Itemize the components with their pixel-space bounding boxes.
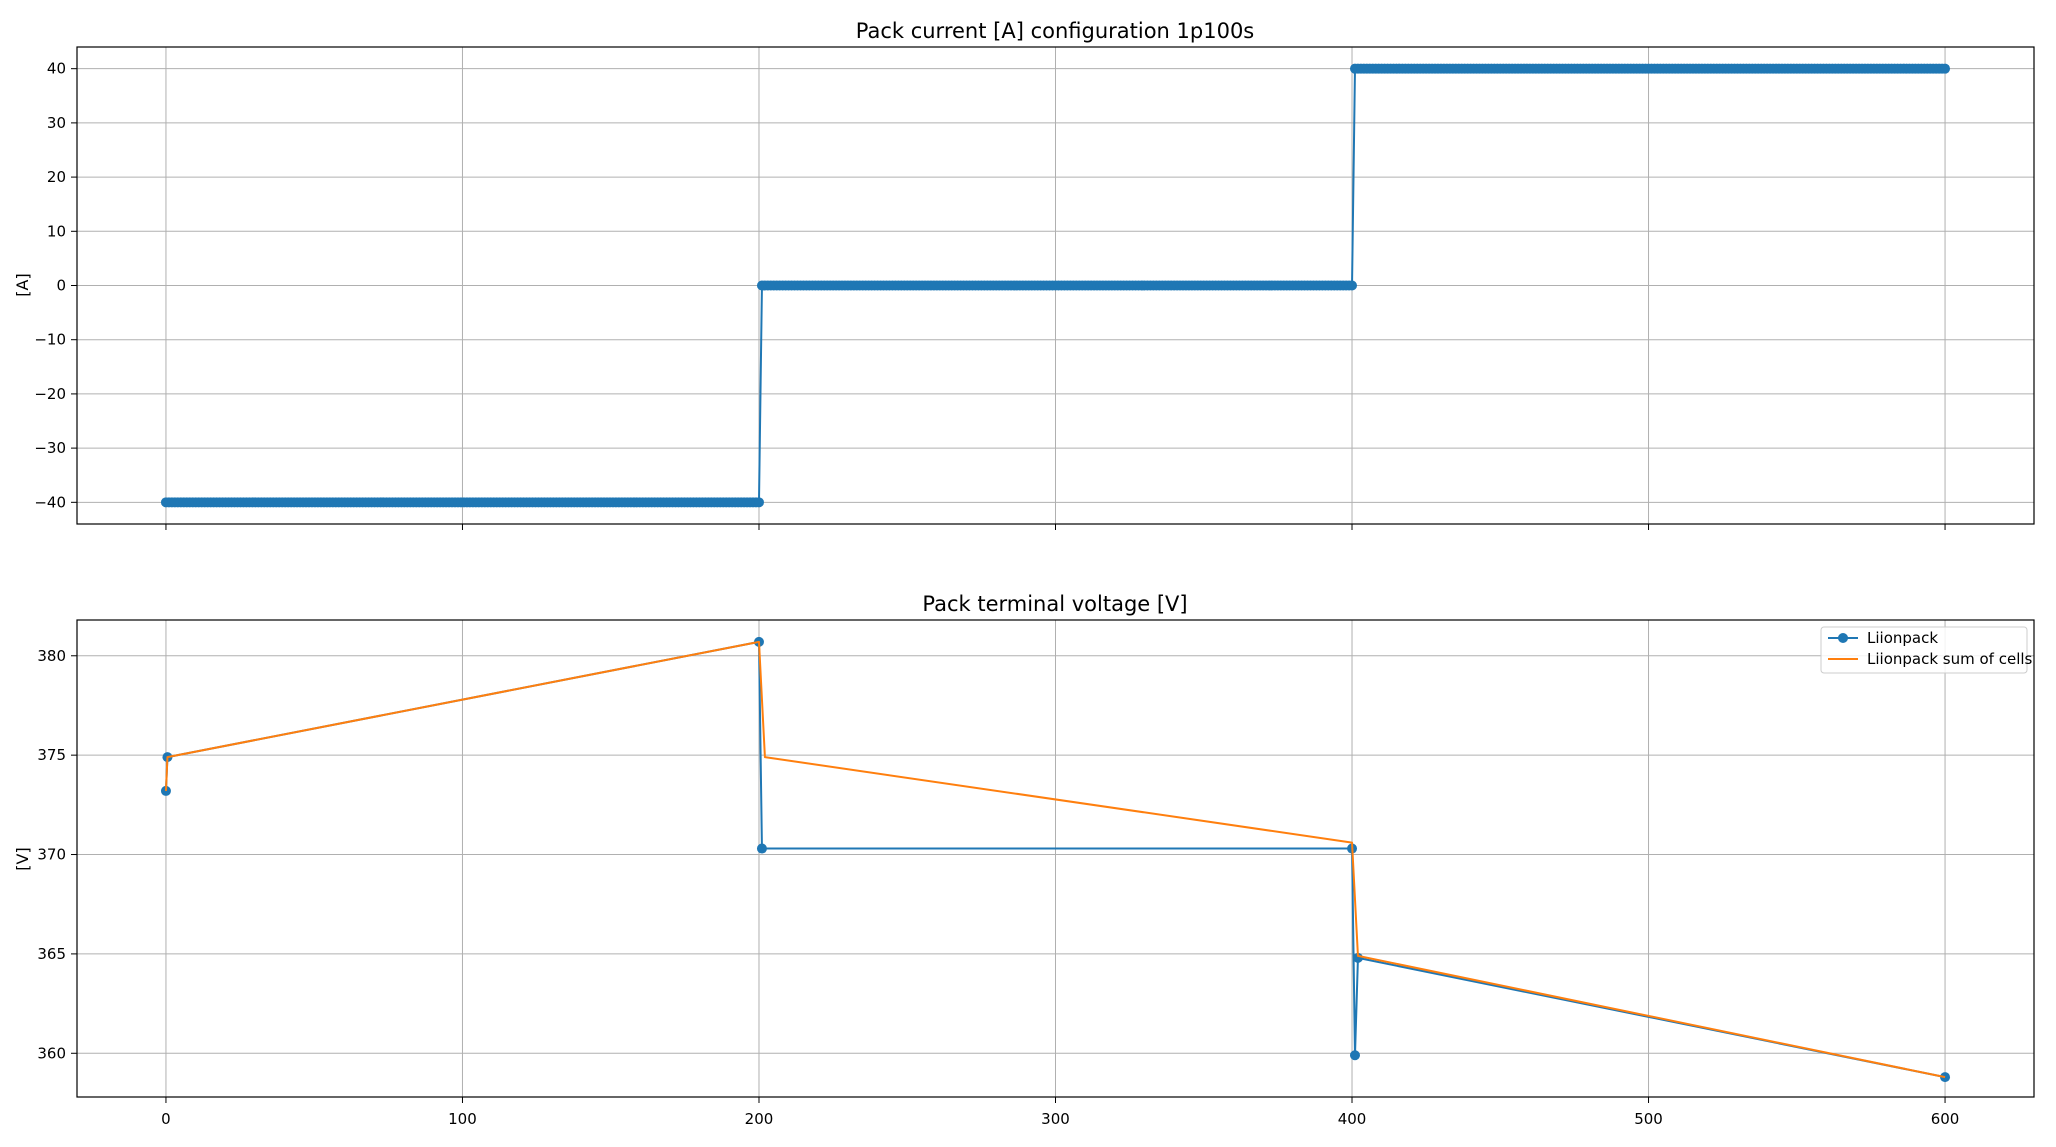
current-y-tick-label: 0 <box>56 277 66 295</box>
voltage-liionpack-sum-of-cells-line <box>164 640 1946 1079</box>
current-y-tick-label: −10 <box>34 331 66 349</box>
current-data-point <box>1940 63 1951 74</box>
current-y-tick-label: 40 <box>47 60 66 78</box>
voltage-chart-title: Pack terminal voltage [V] <box>922 592 1187 616</box>
current-series-markers <box>160 63 1951 508</box>
current-y-ticks: −40 −30 −20 −10 0 10 20 30 40 <box>34 60 77 511</box>
current-x-ticks <box>165 524 1946 530</box>
voltage-x-tick-label: 300 <box>1041 1110 1070 1128</box>
voltage-x-ticks: 0 100 200 300 400 500 600 <box>161 1097 1959 1128</box>
voltage-data-point <box>1349 1050 1360 1061</box>
current-y-tick-label: −30 <box>34 439 66 457</box>
voltage-x-tick-label: 600 <box>1931 1110 1960 1128</box>
voltage-data-point <box>1352 952 1363 963</box>
voltage-x-tick-label: 100 <box>448 1110 477 1128</box>
current-y-tick-label: −20 <box>34 385 66 403</box>
current-y-tick-label: 10 <box>47 222 66 240</box>
legend-liionpack-marker <box>1838 633 1848 643</box>
voltage-y-tick-label: 380 <box>37 647 66 665</box>
current-data-point <box>1347 280 1358 291</box>
legend-sum-of-cells-label: Liionpack sum of cells <box>1867 650 2033 668</box>
current-y-tick-label: 30 <box>47 114 66 132</box>
voltage-x-tick-label: 0 <box>161 1110 171 1128</box>
voltage-y-axis-label: [V] <box>13 847 32 870</box>
current-chart-title: Pack current [A] configuration 1p100s <box>856 19 1255 43</box>
legend-liionpack-label: Liionpack <box>1867 629 1938 647</box>
voltage-data-point <box>756 843 767 854</box>
voltage-y-tick-label: 360 <box>37 1044 66 1062</box>
voltage-x-tick-label: 400 <box>1338 1110 1367 1128</box>
current-y-axis-label: [A] <box>13 273 32 296</box>
voltage-y-tick-label: 370 <box>37 846 66 864</box>
voltage-x-tick-label: 500 <box>1634 1110 1663 1128</box>
current-y-tick-label: 20 <box>47 168 66 186</box>
voltage-y-ticks: 360 365 370 375 380 <box>37 647 77 1062</box>
legend: Liionpack Liionpack sum of cells <box>1820 626 2033 674</box>
current-y-tick-label: −40 <box>34 493 66 511</box>
current-grid <box>77 47 2034 524</box>
current-chart: Pack current [A] configuration 1p100s [A… <box>13 19 2035 530</box>
current-data-point <box>753 497 764 508</box>
voltage-y-tick-label: 365 <box>37 945 66 963</box>
legend-box <box>1820 626 2028 674</box>
voltage-y-tick-label: 375 <box>37 746 66 764</box>
voltage-chart: Pack terminal voltage [V] [V] 0 100 200 300… <box>13 592 2035 1128</box>
voltage-x-tick-label: 200 <box>745 1110 774 1128</box>
voltage-grid <box>77 620 2034 1097</box>
